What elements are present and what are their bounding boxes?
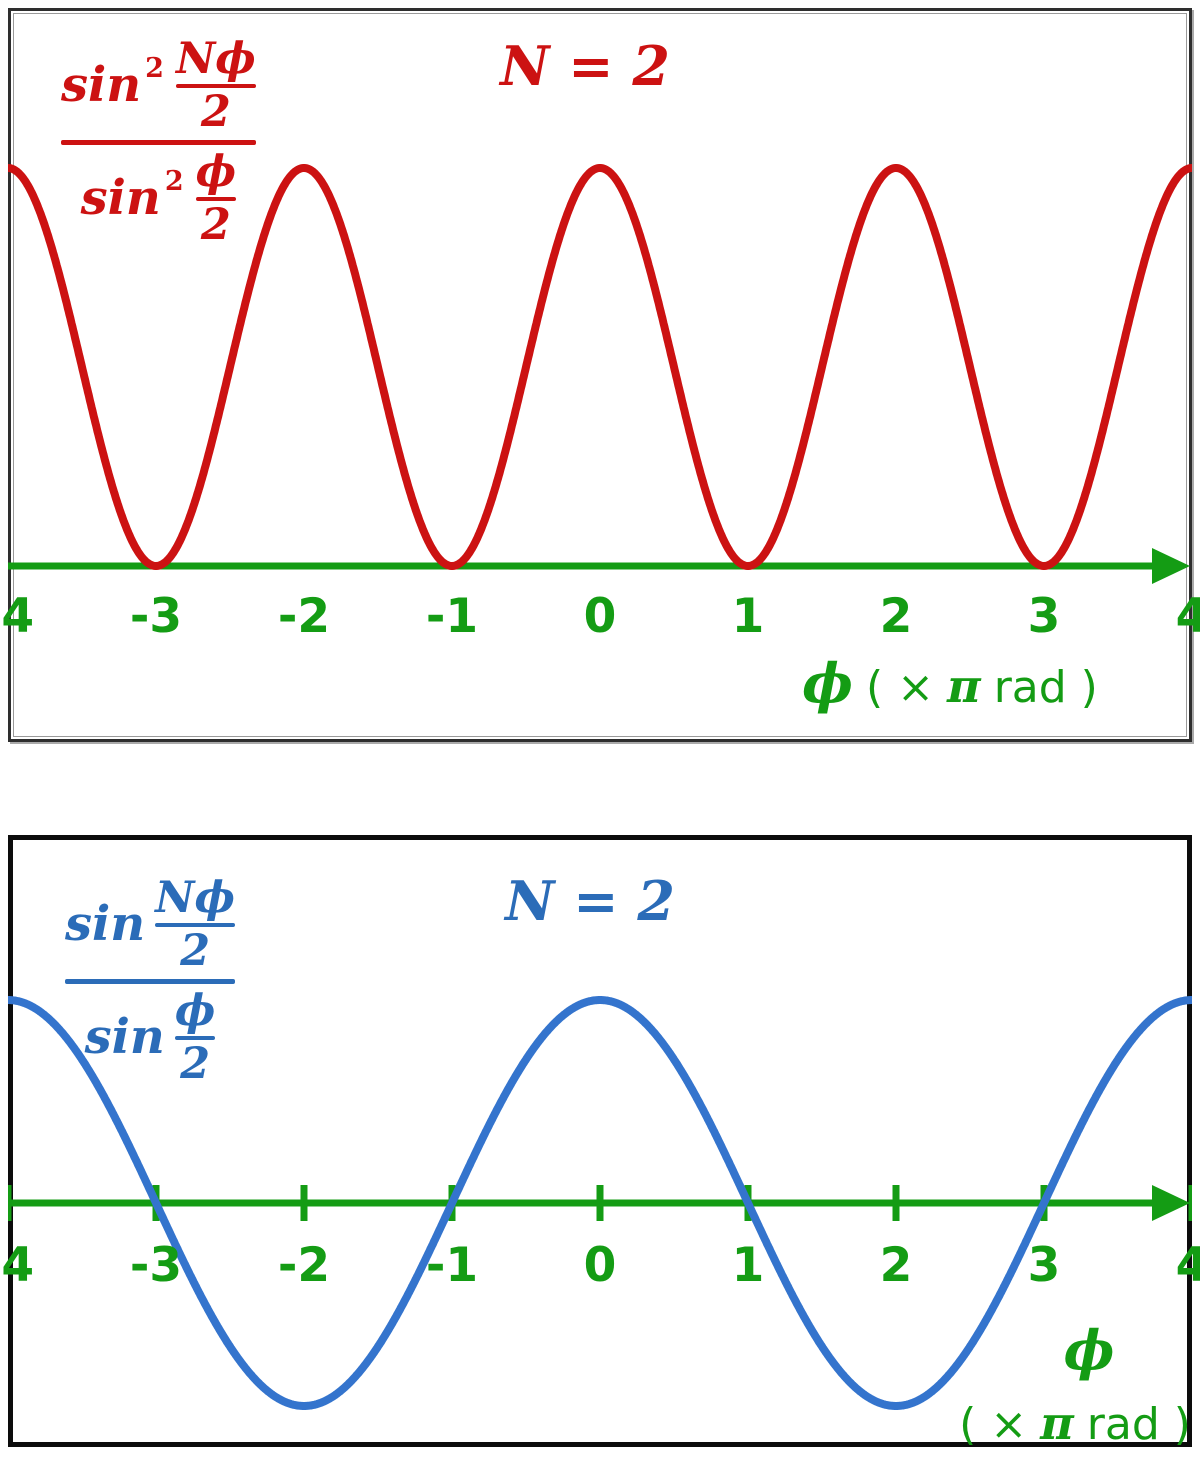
x-tick-label: -4 <box>0 1238 35 1293</box>
x-tick-labels-bottom: -4 -3 -2 -1 0 1 2 3 4 <box>0 835 1200 1447</box>
unit-close: rad ) <box>1086 1399 1191 1450</box>
phi-symbol: ϕ <box>1063 1318 1115 1382</box>
mini-numerator: Nϕ <box>155 873 235 923</box>
x-tick-label: -2 <box>277 589 331 644</box>
n-value-label-bottom: N = 2 <box>505 869 675 933</box>
plot-top <box>8 164 1192 584</box>
sin-text: sin <box>84 1008 165 1065</box>
mini-fraction-bar <box>155 922 235 927</box>
mini-numerator: ϕ <box>174 985 216 1036</box>
x-tick-label: 3 <box>1027 1238 1061 1293</box>
mini-fraction-bar <box>174 1035 216 1040</box>
x-tick-label: 4 <box>1175 589 1200 644</box>
mini-fraction-bar <box>175 83 256 88</box>
phi-symbol: ϕ <box>802 651 853 715</box>
sin-text: sin <box>61 57 142 114</box>
curve-bottom <box>8 996 1192 1410</box>
x-tick-label: -1 <box>425 589 479 644</box>
formula-bottom: sin Nϕ 2 sin ϕ 2 <box>65 873 235 1089</box>
mini-denominator: 2 <box>200 86 231 137</box>
x-tick-label: 2 <box>879 1238 913 1293</box>
mini-numerator: Nϕ <box>175 34 256 84</box>
mini-denominator: 2 <box>180 925 211 976</box>
x-tick-label: -3 <box>129 589 183 644</box>
x-axis-arrow-bottom <box>1152 1185 1190 1221</box>
x-tick-label: 0 <box>583 1238 617 1293</box>
mini-denominator: 2 <box>200 199 231 250</box>
sin-text: sin <box>80 169 161 226</box>
formula-top-numerator: sin 2 Nϕ 2 <box>61 34 256 137</box>
x-tick-label: -4 <box>0 589 35 644</box>
formula-top: sin 2 Nϕ 2 sin 2 ϕ 2 <box>61 34 256 250</box>
x-tick-label: 0 <box>583 589 617 644</box>
formula-bottom-denominator: sin ϕ 2 <box>84 985 216 1089</box>
x-axis-label-bottom: ϕ ( × π rad ) <box>959 1318 1191 1450</box>
x-tick-label: -2 <box>277 1238 331 1293</box>
sin-text: sin <box>65 896 146 953</box>
mini-fraction: Nϕ 2 <box>155 873 235 976</box>
mini-fraction: ϕ 2 <box>174 985 216 1089</box>
n-value-label-top: N = 2 <box>500 34 670 98</box>
exponent: 2 <box>164 165 184 197</box>
x-tick-label: 1 <box>731 1238 765 1293</box>
unit-open: ( × <box>866 662 935 713</box>
x-axis-label-top: ϕ ( × π rad ) <box>802 651 1098 715</box>
unit-row: ( × π rad ) <box>959 1396 1191 1450</box>
curve-top <box>8 164 1192 570</box>
pi-symbol: π <box>947 659 981 713</box>
x-tick-label: -3 <box>129 1238 183 1293</box>
x-tick-label: 4 <box>1175 1238 1200 1293</box>
x-tick-label: 3 <box>1027 589 1061 644</box>
unit-close: rad ) <box>993 662 1098 713</box>
exponent: 2 <box>145 53 164 85</box>
unit-open: ( × <box>959 1399 1028 1450</box>
pi-symbol: π <box>1040 1396 1074 1450</box>
formula-bottom-numerator: sin Nϕ 2 <box>65 873 235 976</box>
mini-fraction-bar <box>195 196 237 201</box>
x-tick-label: 1 <box>731 589 765 644</box>
plot-bottom <box>8 996 1192 1410</box>
x-tick-labels-top: -4 -3 -2 -1 0 1 2 3 4 <box>0 8 1200 742</box>
mini-numerator: ϕ <box>195 146 237 197</box>
mini-fraction: ϕ 2 <box>195 146 237 250</box>
fraction-bar <box>61 139 256 145</box>
mini-denominator: 2 <box>180 1038 211 1089</box>
x-axis-arrow-top <box>1152 548 1190 584</box>
x-tick-label: 2 <box>879 589 913 644</box>
formula-top-denominator: sin 2 ϕ 2 <box>80 146 237 250</box>
x-tick-label: -1 <box>425 1238 479 1293</box>
mini-fraction: Nϕ 2 <box>175 34 256 137</box>
fraction-bar <box>65 978 235 984</box>
